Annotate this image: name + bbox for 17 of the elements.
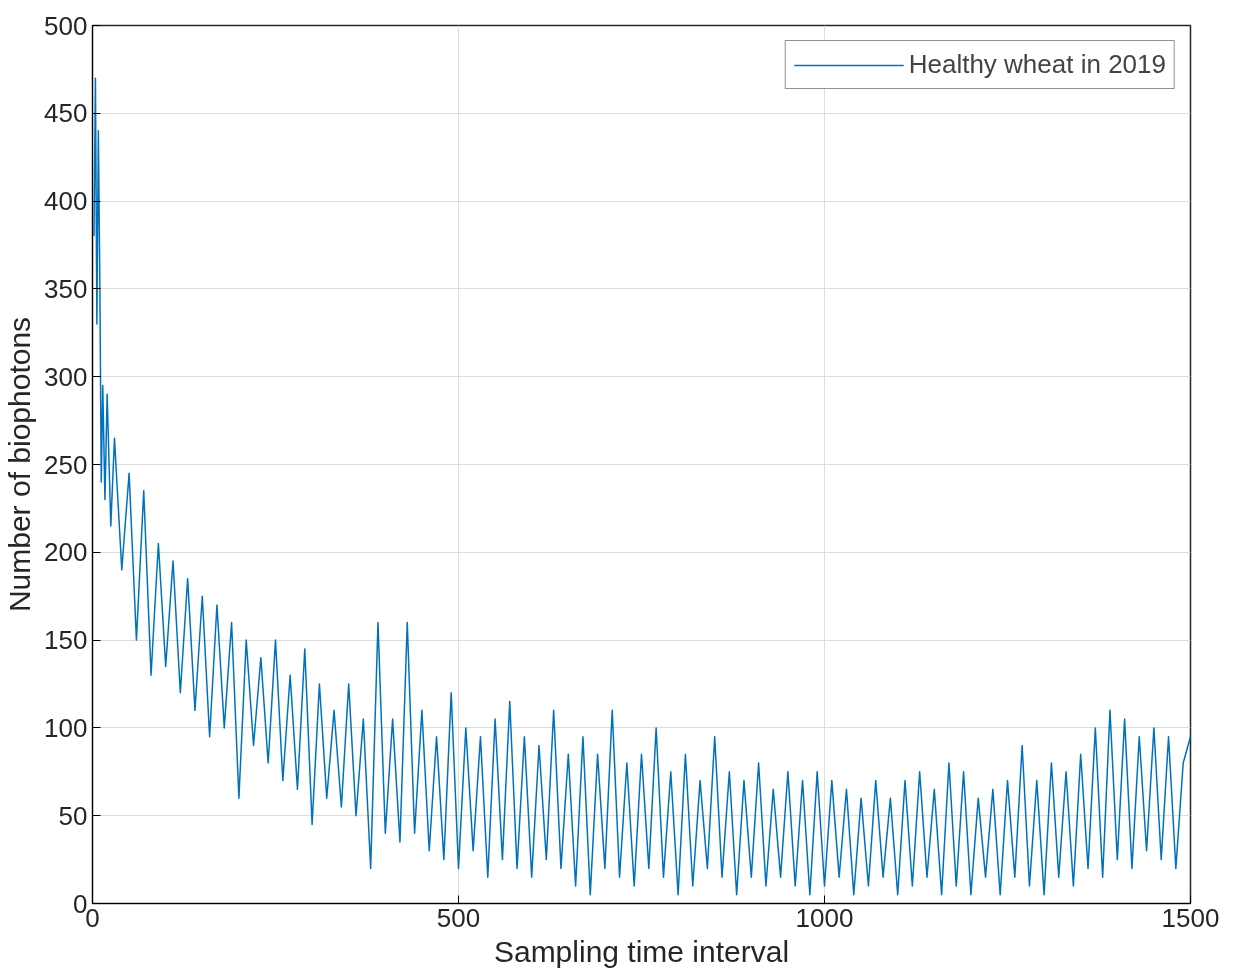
x-tick-label: 500 — [436, 902, 481, 933]
x-tick-label: 1000 — [795, 902, 854, 933]
y-tick-label: 350 — [44, 273, 88, 304]
y-axis-title: Number of biophotons — [3, 316, 37, 613]
y-tick-label: 150 — [44, 625, 88, 656]
y-tick-label: 50 — [58, 800, 88, 831]
y-tick-label: 450 — [44, 98, 88, 129]
legend-label: Healthy wheat in 2019 — [908, 49, 1166, 80]
y-tick-label: 200 — [44, 537, 88, 568]
y-tick-label: 250 — [44, 449, 88, 480]
y-tick-label: 500 — [44, 10, 88, 41]
y-tick-label: 100 — [44, 712, 88, 743]
x-tick-label: 1500 — [1161, 902, 1220, 933]
y-tick-label: 400 — [44, 186, 88, 217]
line-series — [93, 77, 1191, 896]
y-tick-label: 300 — [44, 361, 88, 392]
x-axis-title: Sampling time interval — [493, 934, 790, 968]
